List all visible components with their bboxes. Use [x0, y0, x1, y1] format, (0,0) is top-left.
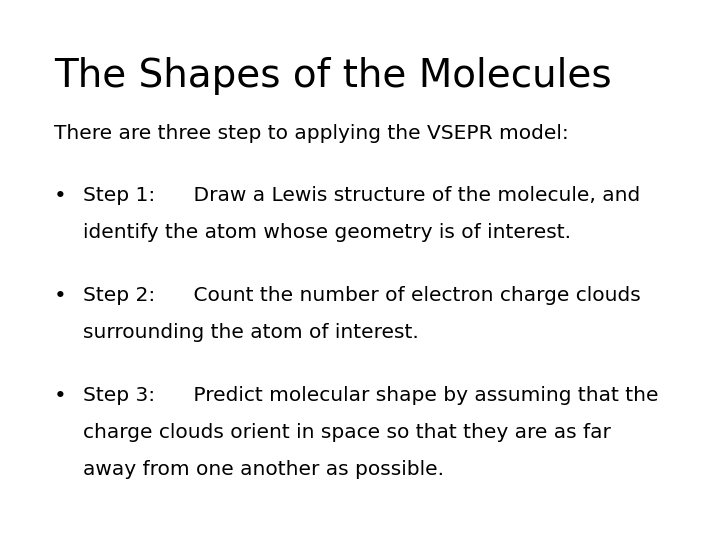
Text: •: • — [54, 286, 67, 306]
Text: away from one another as possible.: away from one another as possible. — [83, 460, 444, 478]
Text: Step 1:      Draw a Lewis structure of the molecule, and: Step 1: Draw a Lewis structure of the mo… — [83, 186, 640, 205]
Text: •: • — [54, 186, 67, 206]
Text: Step 2:      Count the number of electron charge clouds: Step 2: Count the number of electron cha… — [83, 286, 641, 305]
Text: Step 3:      Predict molecular shape by assuming that the: Step 3: Predict molecular shape by assum… — [83, 386, 658, 405]
Text: identify the atom whose geometry is of interest.: identify the atom whose geometry is of i… — [83, 223, 571, 242]
Text: surrounding the atom of interest.: surrounding the atom of interest. — [83, 323, 418, 342]
Text: There are three step to applying the VSEPR model:: There are three step to applying the VSE… — [54, 124, 569, 143]
Text: •: • — [54, 386, 67, 406]
Text: The Shapes of the Molecules: The Shapes of the Molecules — [54, 57, 611, 94]
Text: charge clouds orient in space so that they are as far: charge clouds orient in space so that th… — [83, 423, 611, 442]
